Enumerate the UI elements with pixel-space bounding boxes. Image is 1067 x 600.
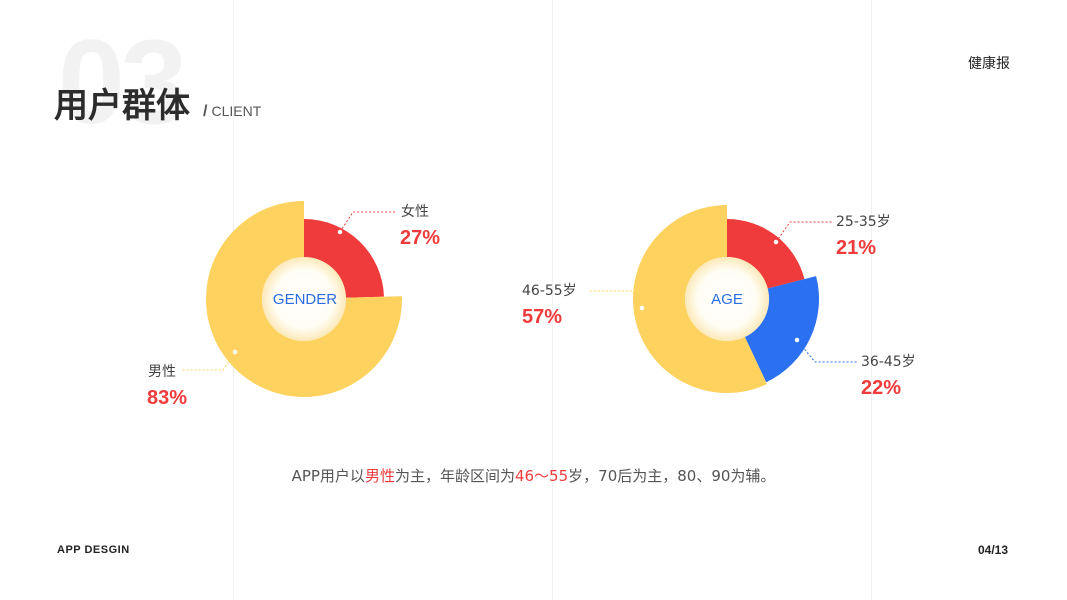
caption-highlight-age: 46～55 bbox=[514, 467, 569, 485]
age-46-55-value: 57% bbox=[522, 306, 563, 328]
summary-caption: APP用户以男性为主，年龄区间为46～55岁，70后为主，80、90为辅。 bbox=[0, 466, 1067, 486]
gender-male-slice bbox=[205, 201, 402, 397]
age-36-45-slice bbox=[744, 276, 820, 383]
grid-line bbox=[871, 0, 872, 600]
age-25-35-leader bbox=[775, 221, 832, 243]
age-46-55-slice bbox=[633, 205, 768, 393]
gender-male-leader bbox=[182, 351, 236, 371]
age-36-45-marker bbox=[793, 336, 801, 344]
gender-female-value: 27% bbox=[400, 227, 441, 249]
age-25-35-slice bbox=[727, 219, 805, 289]
caption-text: 岁，70后为主，80、90为辅。 bbox=[568, 467, 776, 485]
subtitle-text: CLIENT bbox=[211, 103, 262, 119]
section-number: 03 bbox=[58, 15, 187, 149]
grid-line bbox=[552, 0, 553, 600]
age-46-55-label: 46-55岁 bbox=[522, 283, 577, 299]
age-25-35-marker bbox=[772, 238, 780, 246]
age-36-45-label: 36-45岁 bbox=[861, 354, 916, 370]
age-25-35-label: 25-35岁 bbox=[836, 214, 891, 230]
gender-male-marker bbox=[231, 348, 239, 356]
age-25-35-value: 21% bbox=[836, 237, 877, 259]
footer-label: APP DESGIN bbox=[57, 544, 130, 556]
gender-male-label: 男性 bbox=[148, 364, 176, 380]
gender-center-disc bbox=[262, 257, 346, 341]
page-number: 04/13 bbox=[978, 543, 1009, 557]
age-36-45-value: 22% bbox=[861, 377, 902, 399]
page-title: 用户群体 bbox=[54, 86, 190, 126]
caption-highlight-gender: 男性 bbox=[364, 467, 395, 485]
gender-female-label: 女性 bbox=[401, 204, 429, 220]
gender-center-label: GENDER bbox=[272, 291, 338, 308]
gender-female-marker bbox=[336, 228, 344, 236]
caption-text: APP用户以 bbox=[291, 467, 365, 485]
gender-female-slice bbox=[304, 219, 384, 298]
page-subtitle: / CLIENT bbox=[203, 102, 261, 121]
gender-female-leader bbox=[339, 211, 397, 233]
gender-male-value: 83% bbox=[147, 387, 188, 409]
age-center-label: AGE bbox=[711, 291, 743, 308]
caption-text: 为主，年龄区间为 bbox=[394, 467, 515, 485]
age-46-55-marker bbox=[638, 304, 646, 312]
subtitle-slash: / bbox=[203, 103, 208, 120]
age-46-55-leader bbox=[588, 290, 643, 309]
brand-label: 健康报 bbox=[968, 56, 1010, 72]
age-center-disc bbox=[685, 257, 769, 341]
age-36-45-leader bbox=[796, 339, 857, 363]
